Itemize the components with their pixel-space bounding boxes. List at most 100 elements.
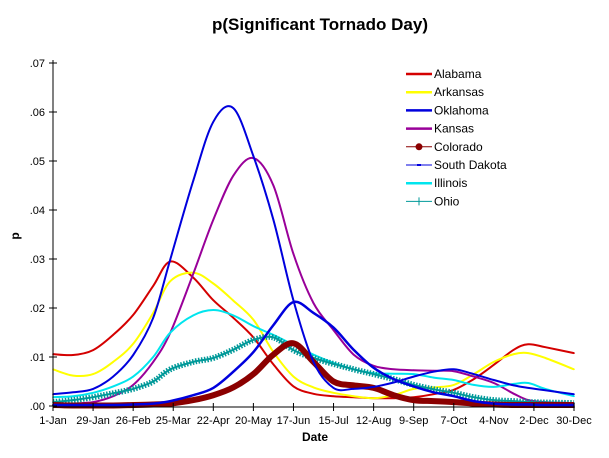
x-tick-label: 20-May xyxy=(235,415,272,427)
data-point-ohio xyxy=(252,339,255,341)
data-point-kansas xyxy=(473,375,475,378)
x-tick-label: 7-Oct xyxy=(440,415,467,427)
legend-item-alabama: Alabama xyxy=(406,67,482,81)
data-point-ohio xyxy=(432,388,435,391)
data-point-colorado xyxy=(212,394,215,397)
data-point-oklahoma xyxy=(332,387,335,389)
y-axis-label: p xyxy=(8,232,22,239)
data-point-illinois xyxy=(473,384,475,386)
data-point-kansas xyxy=(513,393,515,395)
data-point-arkansas xyxy=(132,343,134,345)
legend-label: Kansas xyxy=(434,122,474,136)
y-tick-label: .07 xyxy=(30,58,45,70)
legend-item-kansas: Kansas xyxy=(406,122,474,136)
data-point-ohio xyxy=(152,380,154,383)
x-tick-label: 25-Mar xyxy=(156,415,191,427)
data-point-alabama xyxy=(513,348,515,351)
legend-marker-circle xyxy=(415,143,423,151)
data-point-alabama xyxy=(527,343,529,346)
data-point-alabama xyxy=(212,299,215,302)
x-tick-label: 9-Sep xyxy=(399,415,428,427)
data-point-ohio xyxy=(169,368,172,371)
y-tick-label: .03 xyxy=(30,254,45,266)
data-point-illinois xyxy=(252,325,255,327)
legend-label: Illinois xyxy=(434,176,467,190)
y-tick-label: .06 xyxy=(30,107,45,119)
data-point-arkansas xyxy=(252,319,255,321)
data-point-illinois xyxy=(72,395,74,398)
data-point-south-dakota xyxy=(169,400,172,402)
data-point-south-dakota xyxy=(112,404,114,406)
legend: Alabama Arkansas Oklahoma Kansas Colorado Sou… xyxy=(406,67,507,208)
legend-item-colorado: Colorado xyxy=(406,140,483,154)
series-line-kansas xyxy=(52,156,575,406)
data-point-colorado xyxy=(332,380,335,383)
data-point-oklahoma xyxy=(152,317,154,319)
series-kansas xyxy=(52,156,575,406)
data-point-oklahoma xyxy=(573,393,575,396)
x-tick-label: 29-Jan xyxy=(76,415,110,427)
data-point-kansas xyxy=(292,253,295,255)
data-point-illinois xyxy=(527,382,529,384)
data-point-kansas xyxy=(212,219,215,221)
data-point-south-dakota xyxy=(473,400,475,402)
data-point-ohio xyxy=(332,363,335,365)
legend-item-ohio: Ohio xyxy=(406,194,460,208)
data-point-arkansas xyxy=(573,368,575,371)
data-point-oklahoma xyxy=(169,258,172,260)
data-point-arkansas xyxy=(312,386,315,389)
data-point-oklahoma xyxy=(192,179,195,182)
legend-item-illinois: Illinois xyxy=(406,176,467,190)
data-point-alabama xyxy=(152,285,154,287)
series-colorado xyxy=(52,340,575,409)
series-line-colorado xyxy=(52,340,574,409)
data-point-illinois xyxy=(432,376,435,379)
data-point-south-dakota xyxy=(292,301,295,303)
x-tick-label: 22-Apr xyxy=(197,415,230,427)
data-point-alabama xyxy=(493,364,495,366)
data-point-illinois xyxy=(212,309,215,311)
data-point-arkansas xyxy=(112,361,114,363)
chart-title: p(Significant Tornado Day) xyxy=(212,15,428,34)
data-point-arkansas xyxy=(513,353,515,355)
data-point-south-dakota xyxy=(527,403,529,406)
data-point-alabama xyxy=(292,385,295,388)
data-point-arkansas xyxy=(292,375,295,378)
data-point-oklahoma xyxy=(432,370,435,373)
data-point-oklahoma xyxy=(212,121,215,123)
data-point-arkansas xyxy=(92,373,94,375)
data-point-ohio xyxy=(453,392,455,394)
data-point-ohio xyxy=(92,396,94,399)
data-point-colorado xyxy=(473,402,475,405)
data-point-ohio xyxy=(352,368,355,371)
data-point-arkansas xyxy=(72,374,74,377)
data-point-illinois xyxy=(232,314,235,317)
data-point-illinois xyxy=(92,392,94,394)
data-point-south-dakota xyxy=(252,351,255,353)
data-point-colorado xyxy=(412,399,415,401)
data-point-kansas xyxy=(392,368,395,371)
y-tick-label: .00 xyxy=(30,401,45,413)
data-point-arkansas xyxy=(527,352,529,354)
data-point-kansas xyxy=(352,353,355,356)
x-tick-label: 30-Dec xyxy=(556,415,592,427)
data-point-arkansas xyxy=(352,395,355,398)
data-point-oklahoma xyxy=(92,388,94,390)
data-point-south-dakota xyxy=(72,404,74,406)
data-point-colorado xyxy=(232,386,235,389)
data-point-colorado xyxy=(252,373,255,375)
data-point-south-dakota xyxy=(412,385,415,388)
data-point-illinois xyxy=(152,356,154,358)
data-point-alabama xyxy=(432,393,435,396)
data-point-oklahoma xyxy=(513,384,515,387)
data-point-arkansas xyxy=(412,388,415,390)
data-point-colorado xyxy=(169,402,172,405)
x-tick-label: 15-Jul xyxy=(319,415,349,427)
series-oklahoma xyxy=(52,105,575,396)
x-tick-label: 26-Feb xyxy=(116,415,151,427)
data-point-south-dakota xyxy=(352,348,355,351)
data-point-south-dakota xyxy=(513,403,515,406)
data-point-kansas xyxy=(152,361,154,363)
data-point-oklahoma xyxy=(252,155,255,157)
